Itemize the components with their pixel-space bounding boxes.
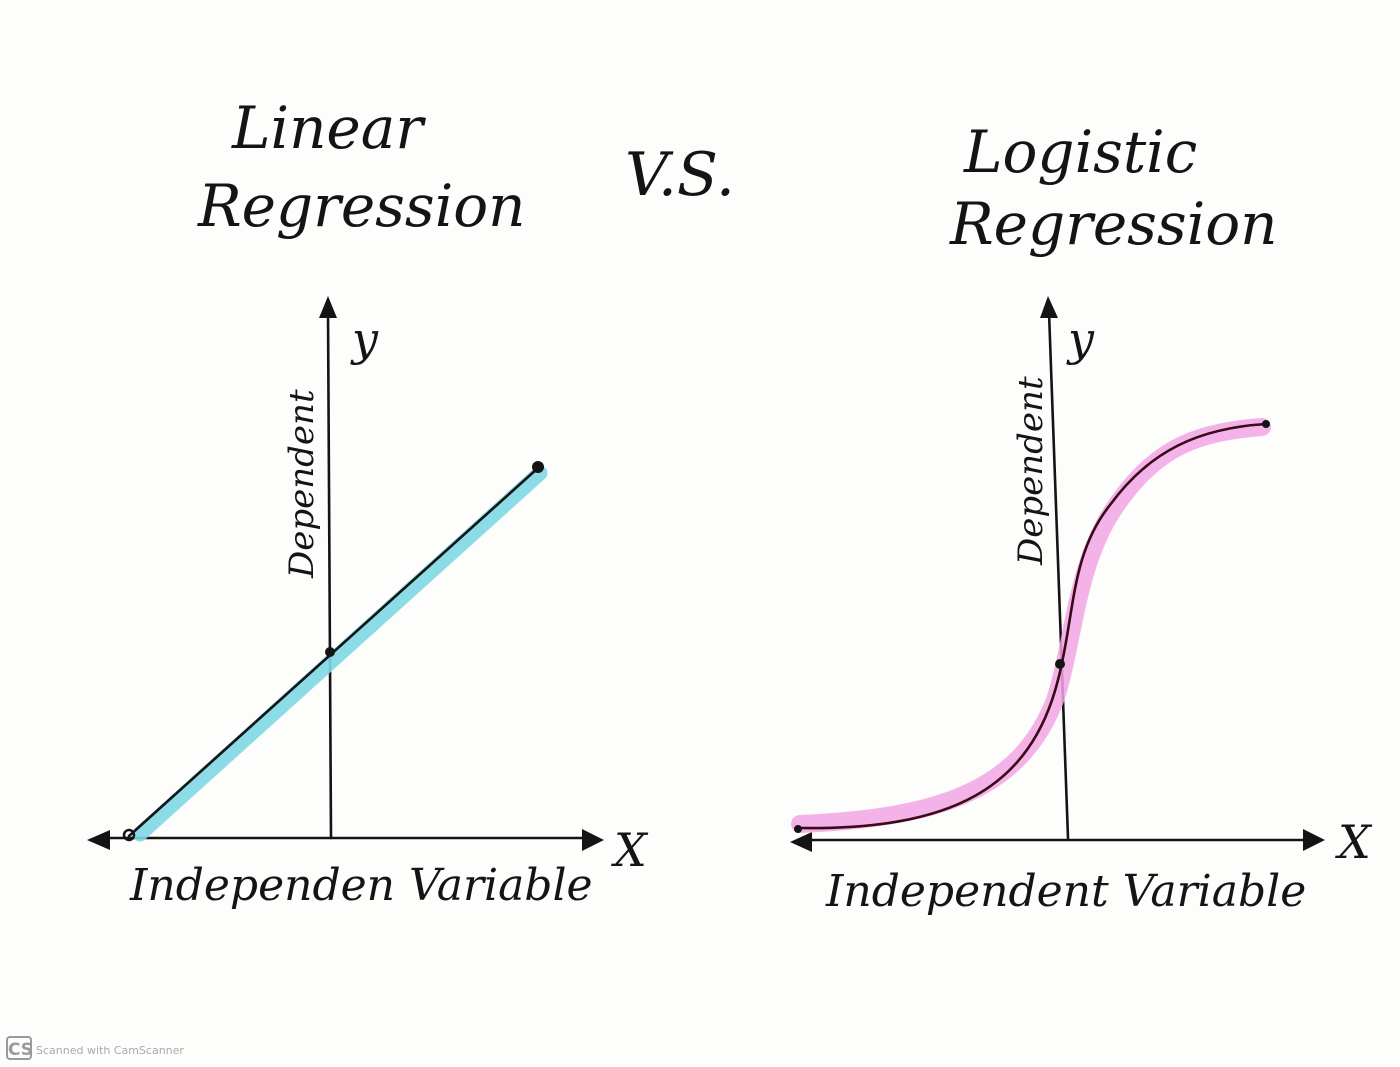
linear-x-letter: X xyxy=(611,823,649,877)
linear-y-axis xyxy=(326,310,333,840)
logistic-y-letter: y xyxy=(1066,312,1095,366)
logistic-sigmoid-curve xyxy=(798,422,1268,830)
logistic-end-point xyxy=(1262,420,1270,428)
logistic-title-line2: Regression xyxy=(949,190,1278,258)
linear-x-label: Independen Variable xyxy=(129,860,593,911)
logistic-y-label: Dependent xyxy=(1011,376,1051,566)
linear-y-label: Dependent xyxy=(282,389,322,579)
linear-y-letter: y xyxy=(350,312,379,366)
camscanner-logo-text: CS xyxy=(8,1040,33,1060)
logistic-x-arrowhead-left xyxy=(790,832,812,852)
linear-x-arrowhead-left xyxy=(87,830,110,850)
vs-label: V.S. xyxy=(625,140,735,210)
logistic-panel: Logistic Regression y X Dependent Indepe… xyxy=(790,118,1373,917)
logistic-y-arrowhead xyxy=(1040,296,1058,318)
linear-fit-highlight xyxy=(132,465,548,842)
linear-end-point xyxy=(532,461,544,473)
logistic-curve-highlight xyxy=(791,418,1271,833)
linear-y-arrowhead xyxy=(319,296,337,318)
logistic-x-arrowhead-right xyxy=(1303,829,1325,851)
logistic-x-letter: X xyxy=(1335,815,1373,869)
logistic-start-point xyxy=(794,825,802,833)
linear-x-arrowhead-right xyxy=(582,829,604,851)
camscanner-caption: Scanned with CamScanner xyxy=(36,1044,184,1057)
logistic-y-axis xyxy=(1047,310,1070,840)
camscanner-logo xyxy=(6,1036,32,1060)
logistic-midpoint xyxy=(1055,659,1065,669)
logistic-title-line1: Logistic xyxy=(963,118,1197,186)
linear-title-line1: Linear xyxy=(231,94,426,162)
camscanner-watermark: CS Scanned with CamScanner xyxy=(6,1036,184,1060)
linear-panel: Linear Regression y X Dependent Independ… xyxy=(87,94,649,911)
linear-title-line2: Regression xyxy=(197,172,526,240)
logistic-x-label: Independent Variable xyxy=(825,866,1306,917)
linear-start-point xyxy=(122,828,136,842)
linear-intercept-point xyxy=(325,647,335,657)
